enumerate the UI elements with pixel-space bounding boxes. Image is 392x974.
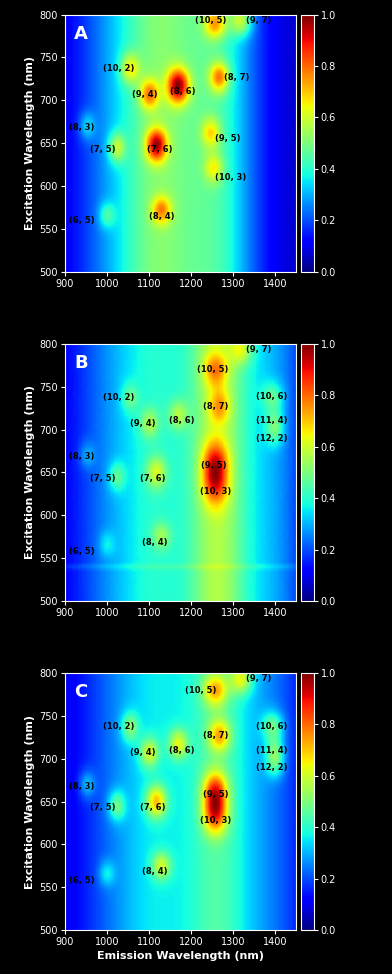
Text: (6, 5): (6, 5) xyxy=(69,876,94,885)
Y-axis label: Excitation Wavelength (nm): Excitation Wavelength (nm) xyxy=(25,715,35,888)
X-axis label: Emission Wavelength (nm): Emission Wavelength (nm) xyxy=(97,952,264,961)
Text: (10, 3): (10, 3) xyxy=(200,487,231,496)
Text: (8, 3): (8, 3) xyxy=(69,782,94,791)
Text: (7, 5): (7, 5) xyxy=(90,145,115,154)
Y-axis label: Excitation Wavelength (nm): Excitation Wavelength (nm) xyxy=(25,386,35,559)
Text: (8, 7): (8, 7) xyxy=(203,731,228,740)
Text: (7, 5): (7, 5) xyxy=(90,474,115,483)
Text: (8, 4): (8, 4) xyxy=(142,539,168,547)
Text: (9, 4): (9, 4) xyxy=(132,90,158,98)
Text: (10, 2): (10, 2) xyxy=(103,64,134,73)
Text: (10, 6): (10, 6) xyxy=(256,722,287,730)
Text: (7, 6): (7, 6) xyxy=(147,145,172,154)
Text: (8, 6): (8, 6) xyxy=(169,417,194,426)
Text: (12, 2): (12, 2) xyxy=(256,433,288,442)
Text: (6, 5): (6, 5) xyxy=(69,216,94,225)
Text: (11, 4): (11, 4) xyxy=(256,746,288,755)
Text: (8, 6): (8, 6) xyxy=(170,88,195,96)
Text: (9, 7): (9, 7) xyxy=(245,346,271,355)
Text: (10, 5): (10, 5) xyxy=(195,17,227,25)
Text: (10, 6): (10, 6) xyxy=(256,393,287,401)
Text: A: A xyxy=(74,25,88,43)
Y-axis label: Excitation Wavelength (nm): Excitation Wavelength (nm) xyxy=(25,56,35,230)
Text: (9, 5): (9, 5) xyxy=(201,461,227,470)
Text: (10, 2): (10, 2) xyxy=(103,393,134,402)
Text: (9, 7): (9, 7) xyxy=(245,17,271,25)
Text: C: C xyxy=(74,684,87,701)
Text: (9, 7): (9, 7) xyxy=(245,674,271,684)
Text: (10, 5): (10, 5) xyxy=(185,686,216,694)
Text: (11, 4): (11, 4) xyxy=(256,417,288,426)
Text: (9, 5): (9, 5) xyxy=(203,790,228,800)
Text: (8, 7): (8, 7) xyxy=(203,402,229,411)
Text: (8, 4): (8, 4) xyxy=(142,868,168,877)
Text: (9, 4): (9, 4) xyxy=(130,748,156,757)
Text: (7, 6): (7, 6) xyxy=(140,804,165,812)
Text: (10, 2): (10, 2) xyxy=(103,723,134,731)
Text: (8, 4): (8, 4) xyxy=(149,212,174,221)
Text: (7, 5): (7, 5) xyxy=(90,804,115,812)
Text: (8, 6): (8, 6) xyxy=(169,746,194,755)
Text: B: B xyxy=(74,355,87,372)
Text: (6, 5): (6, 5) xyxy=(69,546,94,556)
Text: (8, 3): (8, 3) xyxy=(69,453,94,462)
Text: (9, 4): (9, 4) xyxy=(130,419,156,428)
Text: (9, 5): (9, 5) xyxy=(215,134,241,143)
Text: (12, 2): (12, 2) xyxy=(256,763,288,771)
Text: (10, 3): (10, 3) xyxy=(215,173,247,182)
Text: (7, 6): (7, 6) xyxy=(140,474,165,483)
Text: (10, 3): (10, 3) xyxy=(200,816,231,825)
Text: (8, 7): (8, 7) xyxy=(224,73,249,82)
Text: (10, 5): (10, 5) xyxy=(197,365,229,374)
Text: (8, 3): (8, 3) xyxy=(69,124,94,132)
